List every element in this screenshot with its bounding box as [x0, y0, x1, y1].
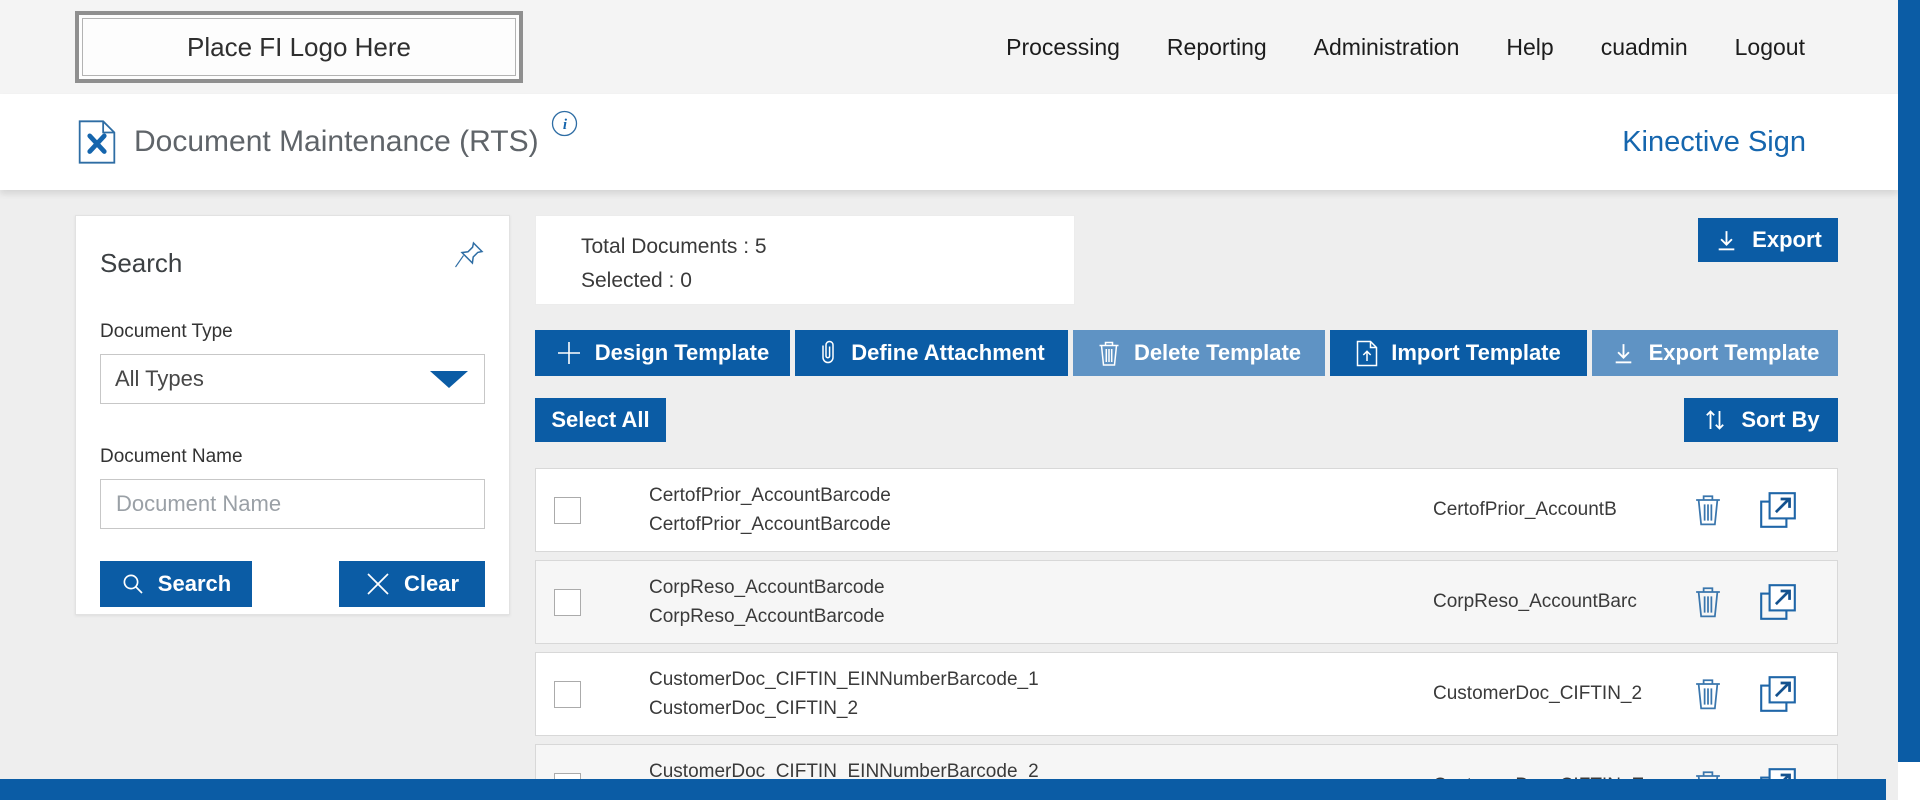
document-name: CustomerDoc_CIFTIN_EINNumberBarcode_2: [649, 761, 1039, 782]
document-short-name: CertofPrior_AccountB: [1433, 499, 1617, 520]
import-document-icon: [1356, 340, 1378, 366]
total-documents-value: 5: [754, 235, 767, 258]
document-short-name: CustomerDoc_CIFTIN_2: [1433, 683, 1643, 704]
kinective-sign-link[interactable]: Kinective Sign: [1622, 125, 1806, 158]
fi-logo-text: Place FI Logo Here: [82, 18, 516, 76]
design-template-label: Design Template: [594, 340, 770, 365]
document-type-value: All Types: [115, 366, 204, 391]
info-icon[interactable]: i: [551, 110, 578, 137]
search-panel: Search Document Type All Types Document …: [75, 215, 510, 615]
row-delete-button[interactable]: [1693, 492, 1723, 528]
document-subname: CorpReso_AccountBarcode: [649, 606, 885, 627]
nav-item-logout[interactable]: Logout: [1734, 33, 1805, 60]
row-export-button[interactable]: [1757, 581, 1799, 623]
document-short-name: CorpReso_AccountBarc: [1433, 591, 1637, 612]
select-all-button[interactable]: Select All: [535, 398, 666, 442]
document-type-select[interactable]: All Types: [100, 354, 485, 404]
pin-icon[interactable]: [451, 238, 487, 274]
document-name: CertofPrior_AccountBarcode: [649, 485, 891, 506]
row-delete-button[interactable]: [1693, 584, 1723, 620]
row-checkbox[interactable]: [554, 588, 581, 616]
vertical-scrollbar: [1898, 0, 1920, 800]
document-tools-icon: [78, 120, 116, 164]
delete-template-button[interactable]: Delete Template: [1073, 330, 1325, 376]
selected-value: 0: [680, 269, 692, 292]
trash-icon: [1696, 587, 1720, 618]
trash-icon: [1696, 679, 1720, 710]
open-external-icon: [1760, 584, 1796, 620]
row-checkbox[interactable]: [554, 680, 581, 708]
open-external-icon: [1760, 492, 1796, 528]
open-external-icon: [1760, 676, 1796, 712]
row-delete-button[interactable]: [1693, 676, 1723, 712]
export-button-label: Export: [1752, 227, 1822, 252]
trash-icon: [1099, 341, 1119, 366]
document-subname: CertofPrior_AccountBarcode: [649, 514, 891, 535]
search-icon: [123, 574, 143, 594]
list-controls: Select All Sort By: [535, 398, 1838, 442]
total-documents: Total Documents : 5: [581, 230, 1074, 264]
sort-by-button[interactable]: Sort By: [1684, 398, 1838, 442]
document-name-input[interactable]: [100, 479, 485, 529]
select-all-label: Select All: [551, 407, 650, 432]
import-template-label: Import Template: [1391, 340, 1561, 365]
define-attachment-button[interactable]: Define Attachment: [795, 330, 1068, 376]
clear-button-label: Clear: [403, 571, 460, 596]
close-icon: [367, 573, 389, 595]
top-bar: Place FI Logo Here Processing Reporting …: [0, 0, 1898, 94]
document-name: CorpReso_AccountBarcode: [649, 577, 885, 598]
table-row: CertofPrior_AccountBarcode CertofPrior_A…: [535, 468, 1838, 552]
plus-icon: [557, 342, 580, 364]
document-name-label: Document Name: [100, 446, 243, 467]
sort-arrows-icon: [1706, 410, 1725, 430]
search-button-label: Search: [157, 571, 232, 596]
main-nav: Processing Reporting Administration Help…: [1006, 34, 1805, 61]
search-button[interactable]: Search: [100, 561, 252, 607]
nav-item-processing[interactable]: Processing: [1006, 33, 1120, 60]
row-checkbox[interactable]: [554, 496, 581, 524]
chevron-down-icon: [430, 370, 468, 388]
document-name: CustomerDoc_CIFTIN_EINNumberBarcode_1: [649, 669, 1039, 690]
row-export-button[interactable]: [1757, 489, 1799, 531]
footer-bar: [0, 779, 1886, 800]
summary-card: Total Documents : 5 Selected : 0: [535, 215, 1075, 305]
define-attachment-label: Define Attachment: [851, 340, 1045, 365]
delete-template-label: Delete Template: [1133, 340, 1302, 365]
clear-button[interactable]: Clear: [339, 561, 485, 607]
export-template-label: Export Template: [1648, 340, 1820, 365]
table-row: CorpReso_AccountBarcode CorpReso_Account…: [535, 560, 1838, 644]
paperclip-icon: [822, 340, 834, 364]
table-row: CustomerDoc_CIFTIN_EINNumberBarcode_1 Cu…: [535, 652, 1838, 736]
content-area: Search Document Type All Types Document …: [0, 190, 1898, 800]
nav-item-reporting[interactable]: Reporting: [1166, 33, 1267, 60]
documents-main: Total Documents : 5 Selected : 0 Export: [535, 215, 1838, 800]
template-toolbar: Design Template Define Attachment D: [535, 330, 1838, 376]
nav-item-cuadmin[interactable]: cuadmin: [1600, 33, 1688, 60]
search-panel-title: Search: [100, 248, 183, 278]
nav-item-help[interactable]: Help: [1506, 33, 1554, 60]
page-title: Document Maintenance (RTS): [134, 125, 539, 158]
selected-label: Selected :: [581, 269, 675, 292]
document-subname: CustomerDoc_CIFTIN_2: [649, 698, 859, 719]
design-template-button[interactable]: Design Template: [535, 330, 790, 376]
svg-text:i: i: [563, 117, 568, 133]
nav-item-administration[interactable]: Administration: [1313, 33, 1460, 60]
fi-logo-placeholder: Place FI Logo Here: [75, 11, 523, 83]
download-icon: [1615, 343, 1631, 363]
export-button[interactable]: Export: [1698, 218, 1838, 262]
sort-by-label: Sort By: [1741, 407, 1820, 432]
document-type-label: Document Type: [100, 321, 233, 342]
import-template-button[interactable]: Import Template: [1330, 330, 1587, 376]
scrollbar-thumb[interactable]: [1898, 0, 1920, 762]
export-template-button[interactable]: Export Template: [1592, 330, 1838, 376]
document-list: CertofPrior_AccountBarcode CertofPrior_A…: [535, 468, 1838, 800]
selected-count: Selected : 0: [581, 264, 1074, 298]
trash-icon: [1696, 495, 1720, 526]
page-header: Document Maintenance (RTS) i Kinective S…: [0, 94, 1898, 190]
download-icon: [1718, 230, 1735, 250]
total-documents-label: Total Documents :: [581, 235, 750, 258]
row-export-button[interactable]: [1757, 673, 1799, 715]
